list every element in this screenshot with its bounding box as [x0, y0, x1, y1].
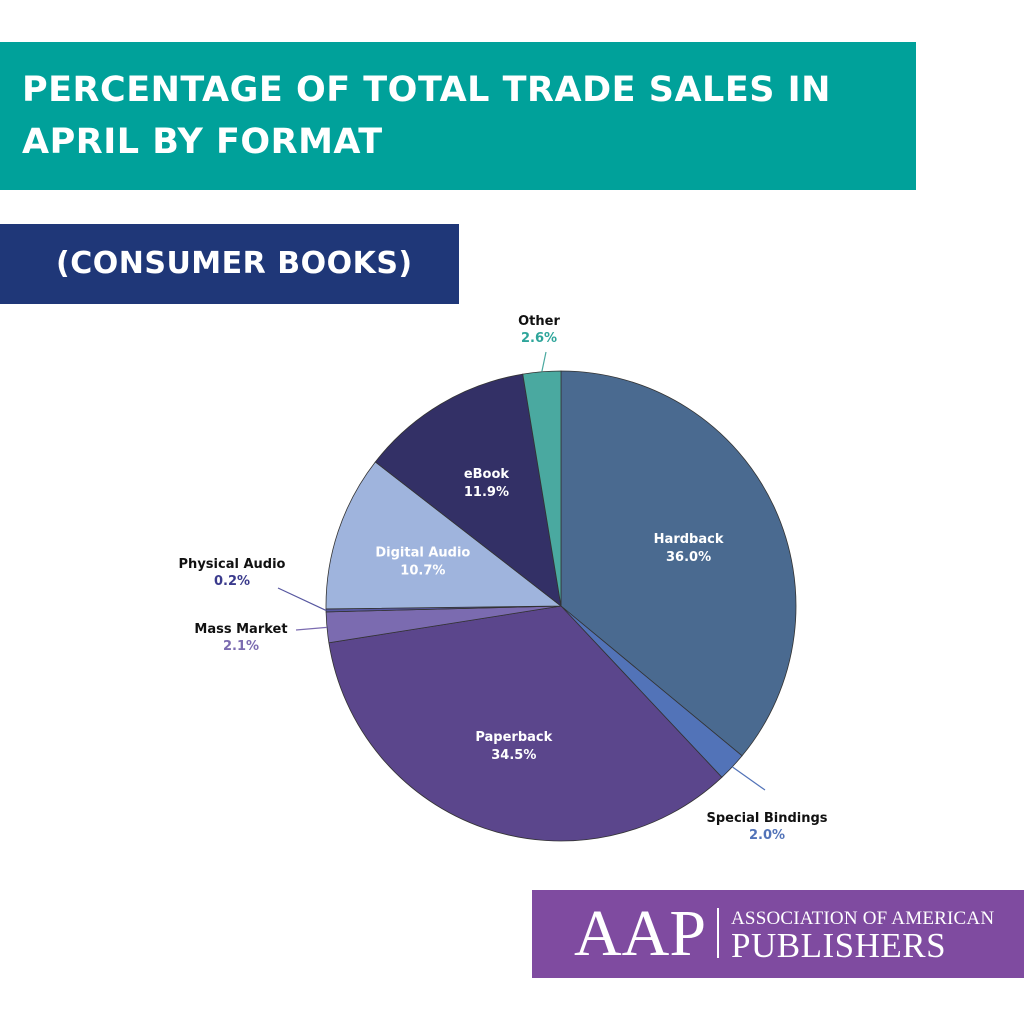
slice-value-special-bindings: 2.0% — [749, 828, 785, 843]
leader-line-physical-audio — [277, 587, 327, 611]
pie-slice-paperback — [328, 605, 723, 842]
logo-line1: ASSOCIATION OF AMERICAN — [731, 908, 995, 929]
chart-title: PERCENTAGE OF TOTAL TRADE SALES IN APRIL… — [22, 70, 831, 162]
pie-slice-digital-audio — [325, 461, 563, 610]
slice-label-paperback: Paperback — [475, 730, 552, 745]
leader-line-special-bindings — [731, 766, 766, 791]
slice-label-digital-audio: Digital Audio — [375, 546, 470, 561]
slice-value-digital-audio: 10.7% — [400, 564, 445, 579]
logo-acronym: AAP — [574, 897, 707, 970]
pie-slice-other — [522, 370, 562, 607]
logo-divider — [717, 908, 719, 958]
slice-label-physical-audio: Physical Audio — [179, 557, 286, 572]
subtitle-banner — [0, 224, 459, 304]
pie-slice-ebook — [374, 373, 562, 607]
slice-value-other: 2.6% — [521, 331, 557, 346]
title-banner — [0, 42, 916, 190]
slice-label-special-bindings: Special Bindings — [706, 811, 827, 826]
aap-logo — [532, 890, 1024, 978]
slice-value-physical-audio: 0.2% — [214, 574, 250, 589]
logo-line2: PUBLISHERS — [731, 926, 947, 965]
leader-line-other — [541, 351, 547, 372]
slice-value-paperback: 34.5% — [491, 748, 536, 763]
slice-label-other: Other — [518, 314, 560, 329]
slice-label-mass-market: Mass Market — [194, 622, 287, 637]
slice-label-hardback: Hardback — [654, 532, 724, 547]
slice-value-ebook: 11.9% — [464, 485, 509, 500]
slice-value-mass-market: 2.1% — [223, 639, 259, 654]
leader-line-mass-market — [295, 626, 328, 631]
pie-slice-hardback — [560, 370, 797, 757]
chart-subtitle: (CONSUMER BOOKS) — [56, 246, 413, 281]
slice-label-ebook: eBook — [464, 467, 510, 482]
slice-value-hardback: 36.0% — [666, 550, 711, 565]
